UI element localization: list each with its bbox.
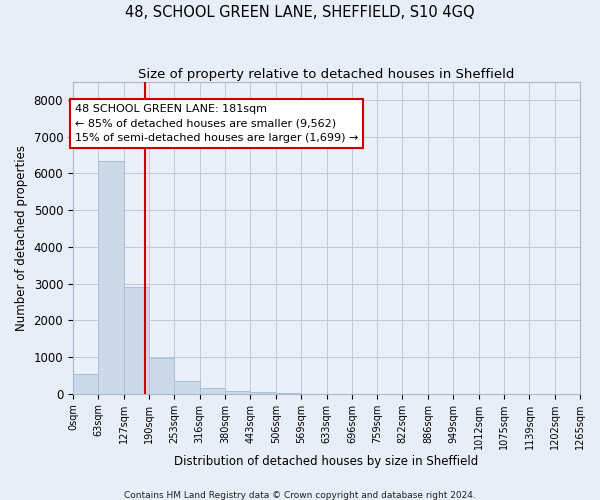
Bar — [124, 288, 149, 394]
Bar — [200, 388, 225, 394]
Bar — [175, 381, 200, 394]
Text: 48, SCHOOL GREEN LANE, SHEFFIELD, S10 4GQ: 48, SCHOOL GREEN LANE, SHEFFIELD, S10 4G… — [125, 5, 475, 20]
Title: Size of property relative to detached houses in Sheffield: Size of property relative to detached ho… — [138, 68, 515, 80]
Text: Contains HM Land Registry data © Crown copyright and database right 2024.: Contains HM Land Registry data © Crown c… — [124, 490, 476, 500]
Y-axis label: Number of detached properties: Number of detached properties — [15, 144, 28, 330]
Bar — [225, 391, 250, 394]
Text: 48 SCHOOL GREEN LANE: 181sqm
← 85% of detached houses are smaller (9,562)
15% of: 48 SCHOOL GREEN LANE: 181sqm ← 85% of de… — [75, 104, 358, 144]
Bar — [250, 392, 276, 394]
Bar — [73, 374, 98, 394]
Bar — [98, 160, 124, 394]
Bar — [149, 358, 175, 394]
X-axis label: Distribution of detached houses by size in Sheffield: Distribution of detached houses by size … — [175, 454, 479, 468]
Bar — [276, 393, 301, 394]
